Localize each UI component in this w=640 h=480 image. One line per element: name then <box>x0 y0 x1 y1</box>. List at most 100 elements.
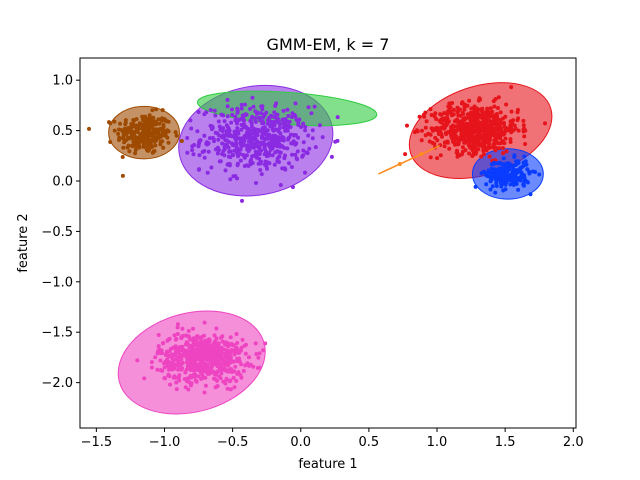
cluster-3-point <box>464 134 469 138</box>
cluster-3-point <box>455 154 460 159</box>
cluster-3-point <box>455 110 460 114</box>
cluster-1-point <box>261 120 266 124</box>
cluster-3-point <box>487 131 492 136</box>
cluster-5-point <box>216 347 221 352</box>
cluster-5-point <box>208 350 213 355</box>
cluster-1-point <box>223 138 228 143</box>
cluster-5-point <box>214 326 219 331</box>
cluster-3-point <box>414 128 419 133</box>
cluster-4-point <box>494 184 499 188</box>
cluster-3-point <box>482 112 487 117</box>
cluster-4-point <box>473 184 478 189</box>
cluster-5-point <box>187 365 192 370</box>
cluster-5-point <box>239 362 244 367</box>
cluster-1-point <box>265 118 270 123</box>
cluster-1-point <box>305 151 310 156</box>
cluster-1-point <box>259 142 264 146</box>
cluster-4-point <box>485 171 490 175</box>
cluster-1-point <box>223 168 228 173</box>
cluster-1-point <box>243 102 247 107</box>
cluster-4-point <box>491 162 496 167</box>
cluster-1-point <box>307 146 312 151</box>
cluster-0-point <box>179 139 184 143</box>
cluster-3-point <box>469 106 474 111</box>
cluster-1-point <box>202 133 207 138</box>
cluster-1-point <box>270 146 275 151</box>
cluster-6-degenerate-segment <box>378 145 441 175</box>
cluster-3-point <box>522 126 527 131</box>
cluster-5-point <box>233 364 238 369</box>
cluster-5-point <box>174 336 179 341</box>
cluster-1-point <box>197 153 202 158</box>
cluster-5-point <box>211 370 216 375</box>
cluster-4-point <box>524 162 529 167</box>
cluster-5-point <box>222 366 227 370</box>
cluster-1-point <box>239 106 244 111</box>
cluster-3-point <box>493 134 498 139</box>
cluster-5-point <box>241 369 246 373</box>
cluster-3-point <box>451 126 455 130</box>
cluster-0-point <box>152 139 157 144</box>
cluster-3-point <box>495 116 500 121</box>
cluster-4-point <box>515 168 520 173</box>
cluster-1-point <box>277 126 282 131</box>
cluster-1-point <box>274 127 279 132</box>
cluster-3-point <box>419 138 424 143</box>
cluster-1-point <box>197 140 202 145</box>
cluster-1-point <box>195 129 200 134</box>
plot-frame <box>79 57 577 429</box>
cluster-0-point <box>134 127 139 132</box>
cluster-4-point <box>503 187 508 192</box>
cluster-1-point <box>281 135 286 140</box>
cluster-5-point <box>202 320 207 325</box>
cluster-1-point <box>244 153 249 158</box>
cluster-5-point <box>170 354 175 358</box>
cluster-5-point <box>234 332 239 336</box>
cluster-1-point <box>239 116 244 121</box>
cluster-5-point <box>169 367 174 372</box>
cluster-1-point <box>264 136 269 141</box>
cluster-3-point <box>498 110 503 115</box>
cluster-1-point <box>202 112 207 117</box>
cluster-3-point <box>447 146 452 151</box>
cluster-5-point <box>173 350 178 355</box>
cluster-5-point <box>228 355 233 360</box>
cluster-5-point <box>159 351 164 356</box>
cluster-1-point <box>301 148 306 153</box>
cluster-5-point <box>188 383 193 388</box>
cluster-1-point <box>228 155 233 160</box>
cluster-3-point <box>461 116 466 121</box>
cluster-5-point <box>239 345 244 350</box>
cluster-5-point <box>221 379 226 384</box>
cluster-1-point <box>295 149 300 154</box>
cluster-1-point <box>218 127 223 132</box>
cluster-5-point <box>189 346 194 351</box>
cluster-3-point <box>493 146 498 150</box>
cluster-3-point <box>488 125 493 130</box>
cluster-5-point <box>224 377 229 382</box>
cluster-1-point <box>230 107 234 112</box>
plot-area <box>87 82 553 415</box>
cluster-1-point <box>303 128 308 133</box>
cluster-0-point <box>126 143 131 148</box>
cluster-4-point <box>488 179 493 184</box>
cluster-0-point <box>108 140 113 144</box>
cluster-5-point <box>226 342 231 347</box>
cluster-4-point <box>514 181 519 186</box>
cluster-1-point <box>251 142 256 146</box>
cluster-0-point <box>133 147 138 152</box>
cluster-1-point <box>231 174 236 179</box>
cluster-1-point <box>251 131 256 136</box>
cluster-1-point <box>288 125 293 129</box>
cluster-0-point <box>131 136 136 141</box>
cluster-5-point <box>188 373 193 378</box>
cluster-5-point <box>180 326 185 331</box>
cluster-0-point <box>150 150 155 155</box>
cluster-1-point <box>283 122 288 127</box>
cluster-3-point <box>493 97 498 101</box>
cluster-1-point <box>306 105 311 110</box>
cluster-0-point <box>121 136 126 141</box>
cluster-3-point <box>463 148 468 153</box>
cluster-1-point <box>256 110 261 115</box>
